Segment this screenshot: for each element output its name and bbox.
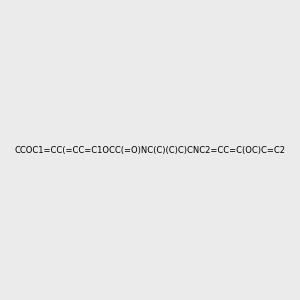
Text: CCOC1=CC(=CC=C1OCC(=O)NC(C)(C)C)CNC2=CC=C(OC)C=C2: CCOC1=CC(=CC=C1OCC(=O)NC(C)(C)C)CNC2=CC=… (14, 146, 286, 154)
